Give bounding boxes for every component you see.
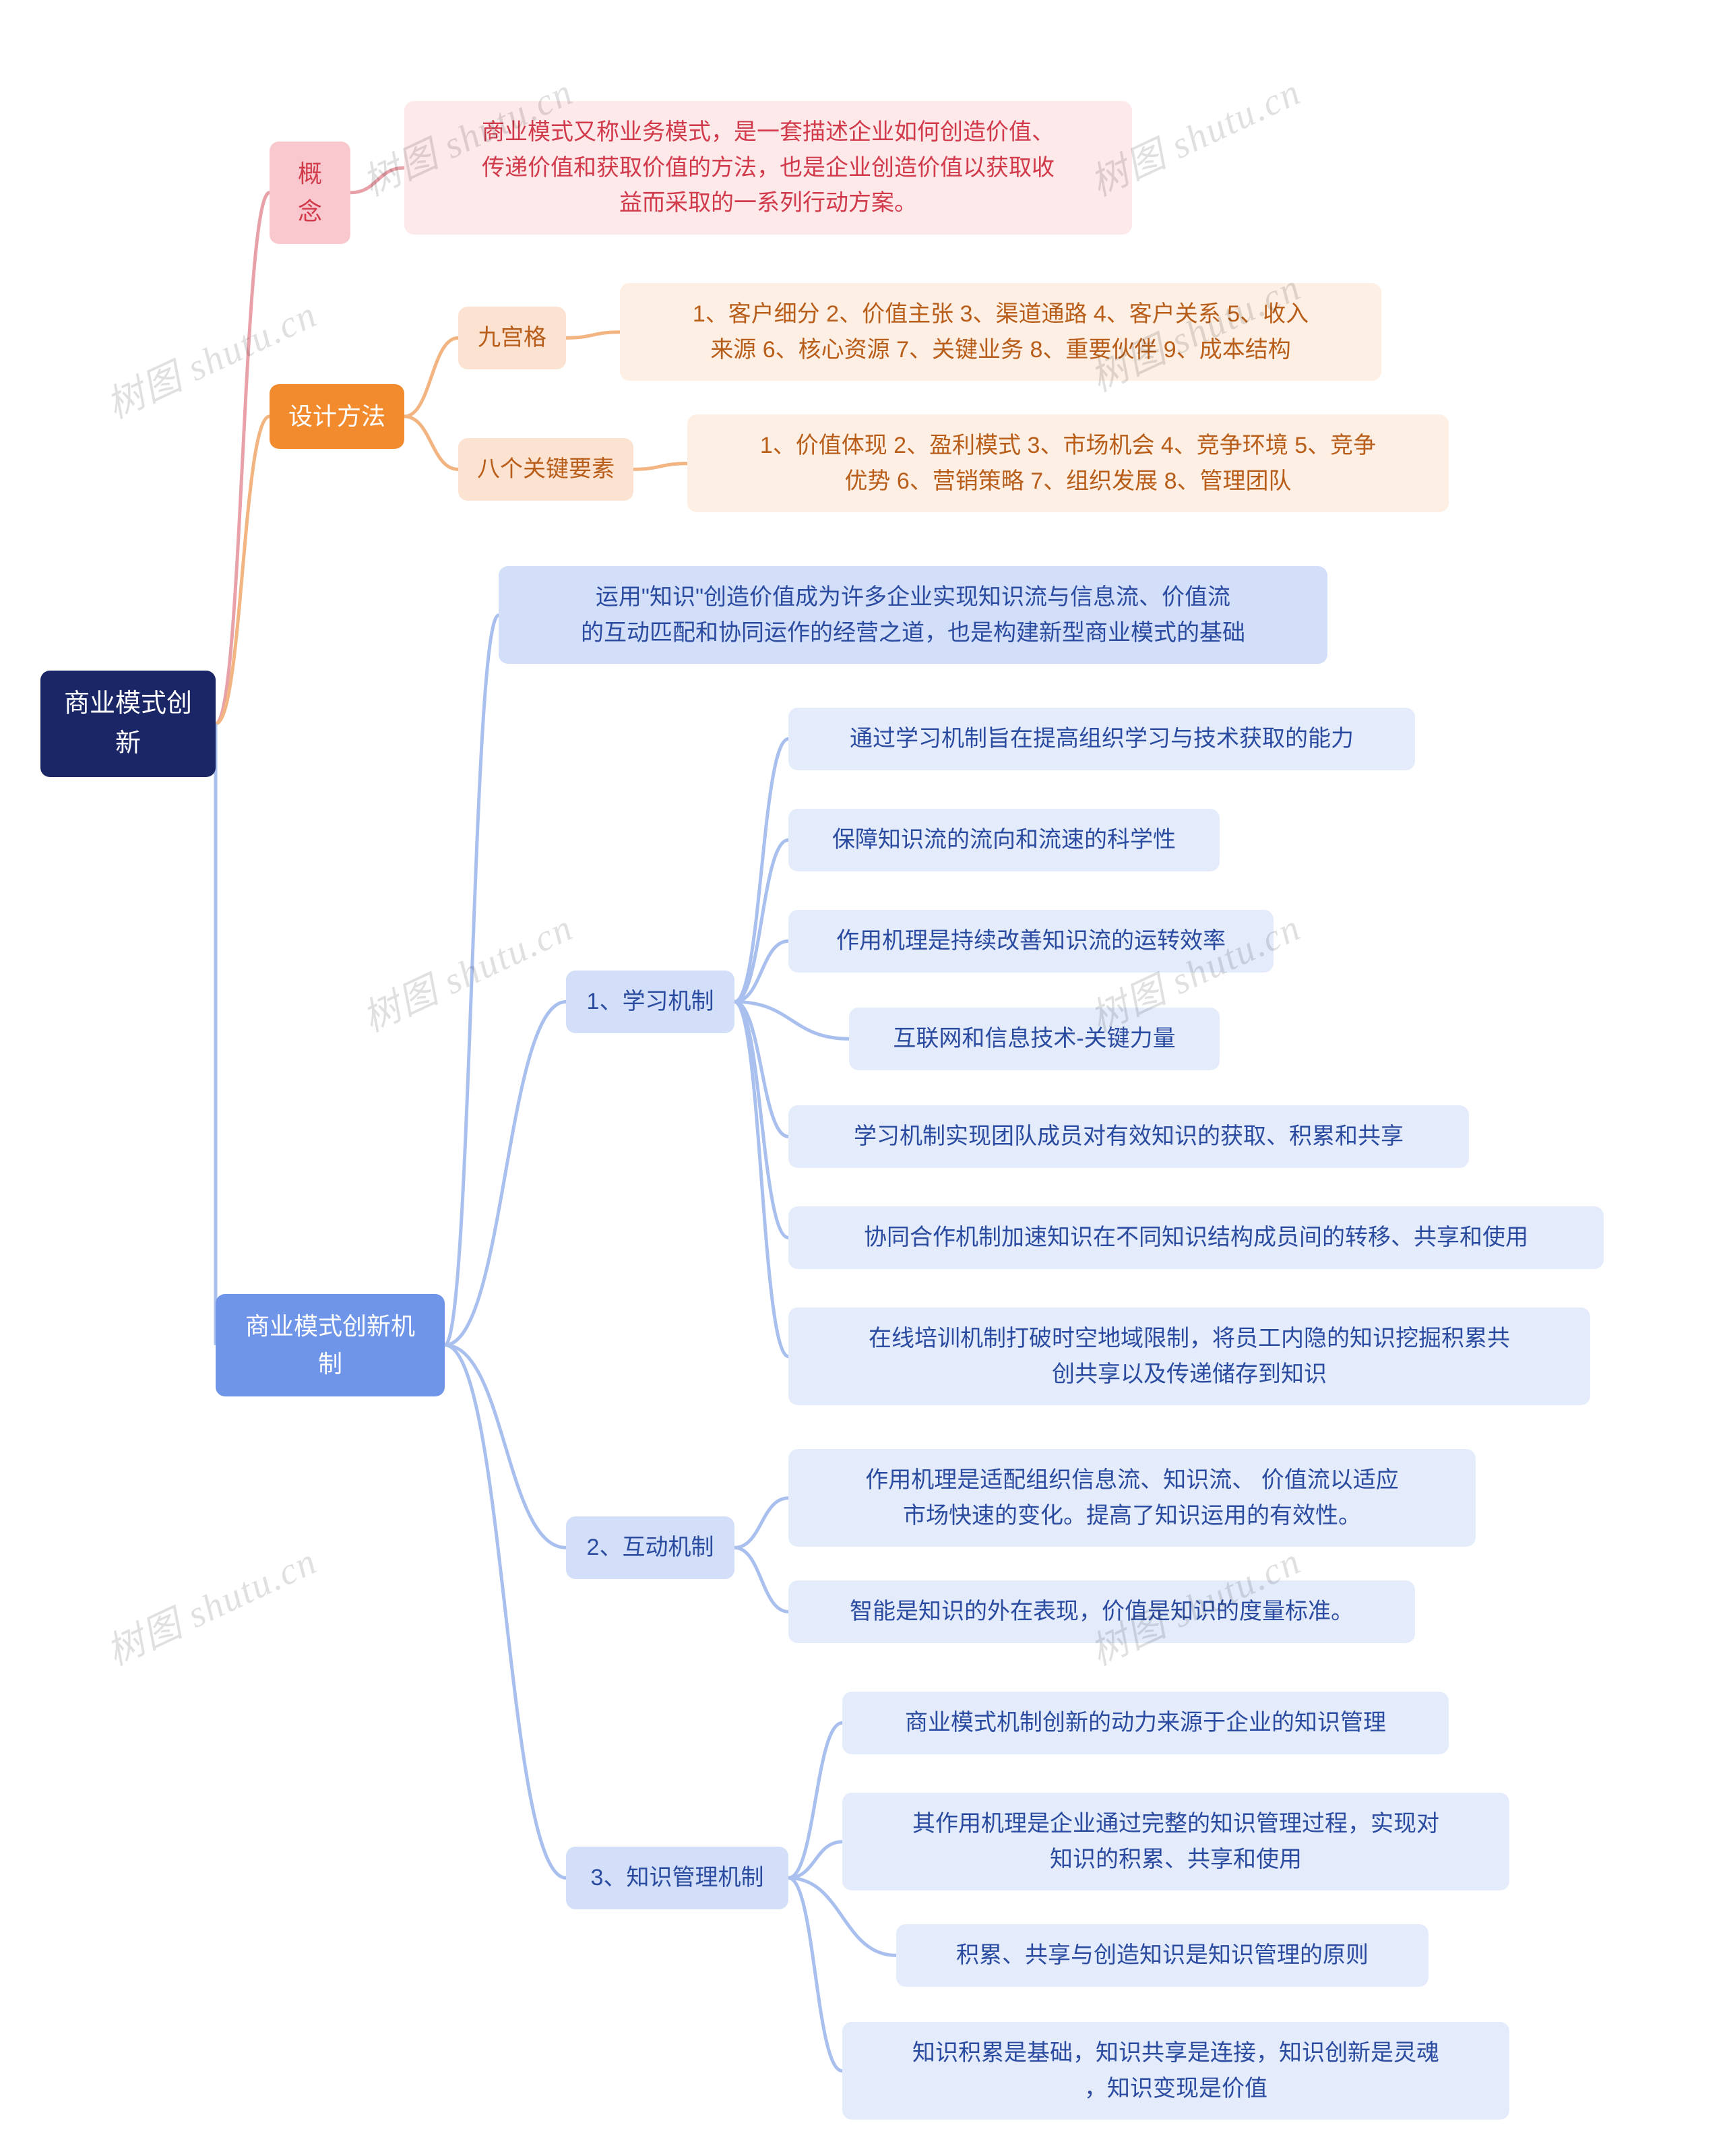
connector [734,1498,788,1548]
learn-5-node[interactable]: 学习机制实现团队成员对有效知识的获取、积累和共享 [788,1105,1469,1168]
root-node[interactable]: 商业模式创新 [40,671,216,777]
connector [445,1002,566,1345]
km-4-node[interactable]: 知识积累是基础，知识共享是连接，知识创新是灵魂 ，知识变现是价值 [842,2022,1509,2120]
connector [734,1547,788,1611]
mechanism-node[interactable]: 商业模式创新机制 [216,1294,445,1396]
connector [404,417,458,469]
learn-3-node[interactable]: 作用机理是持续改善知识流的运转效率 [788,910,1274,973]
eight-elements-desc-node[interactable]: 1、价值体现 2、盈利模式 3、市场机会 4、竞争环境 5、竞争 优势 6、营销… [687,414,1449,512]
connector [734,1002,849,1039]
km-3-node[interactable]: 积累、共享与创造知识是知识管理的原则 [896,1924,1429,1987]
connector [788,1723,842,1878]
concept-desc-node[interactable]: 商业模式又称业务模式，是一套描述企业如何创造价值、 传递价值和获取价值的方法，也… [404,101,1132,235]
mindmap-canvas: 商业模式创新 概念 商业模式又称业务模式，是一套描述企业如何创造价值、 传递价值… [27,27,1698,2129]
connector [350,168,404,193]
design-node[interactable]: 设计方法 [270,384,404,449]
km-2-node[interactable]: 其作用机理是企业通过完整的知识管理过程，实现对 知识的积累、共享和使用 [842,1793,1509,1890]
mechanism-intro-node[interactable]: 运用"知识"创造价值成为许多企业实现知识流与信息流、价值流 的互动匹配和协同运作… [499,566,1327,664]
connector [734,941,788,1002]
interactive-mechanism-node[interactable]: 2、互动机制 [566,1516,734,1579]
learn-1-node[interactable]: 通过学习机制旨在提高组织学习与技术获取的能力 [788,708,1415,770]
concept-node[interactable]: 概念 [270,142,350,244]
connector [445,615,499,1345]
knowledge-management-node[interactable]: 3、知识管理机制 [566,1847,788,1909]
connector [445,1345,566,1548]
connector [788,1842,842,1878]
watermark: 树图 shutu.cn [96,1531,325,1677]
watermark: 树图 shutu.cn [352,898,581,1043]
connector [404,338,458,417]
connector [734,739,788,1002]
connector [788,1878,842,2070]
connector [445,1345,566,1878]
km-1-node[interactable]: 商业模式机制创新的动力来源于企业的知识管理 [842,1692,1449,1754]
connector [734,840,788,1002]
connector [566,332,620,338]
nine-grid-desc-node[interactable]: 1、客户细分 2、价值主张 3、渠道通路 4、客户关系 5、收入 来源 6、核心… [620,283,1381,381]
learn-7-node[interactable]: 在线培训机制打破时空地域限制，将员工内隐的知识挖掘积累共 创共享以及传递储存到知… [788,1307,1590,1405]
nine-grid-node[interactable]: 九宫格 [458,307,566,369]
interact-2-node[interactable]: 智能是知识的外在表现，价值是知识的度量标准。 [788,1580,1415,1643]
learn-4-node[interactable]: 互联网和信息技术-关键力量 [849,1008,1220,1070]
connector [633,464,687,470]
connector [216,417,270,724]
learn-6-node[interactable]: 协同合作机制加速知识在不同知识结构成员间的转移、共享和使用 [788,1206,1604,1269]
learn-2-node[interactable]: 保障知识流的流向和流速的科学性 [788,809,1220,871]
interact-1-node[interactable]: 作用机理是适配组织信息流、知识流、 价值流以适应 市场快速的变化。提高了知识运用… [788,1449,1476,1547]
learning-mechanism-node[interactable]: 1、学习机制 [566,971,734,1033]
connector [216,193,270,724]
eight-elements-node[interactable]: 八个关键要素 [458,438,633,501]
connector [734,1002,788,1136]
connector [734,1002,788,1356]
connector [734,1002,788,1237]
